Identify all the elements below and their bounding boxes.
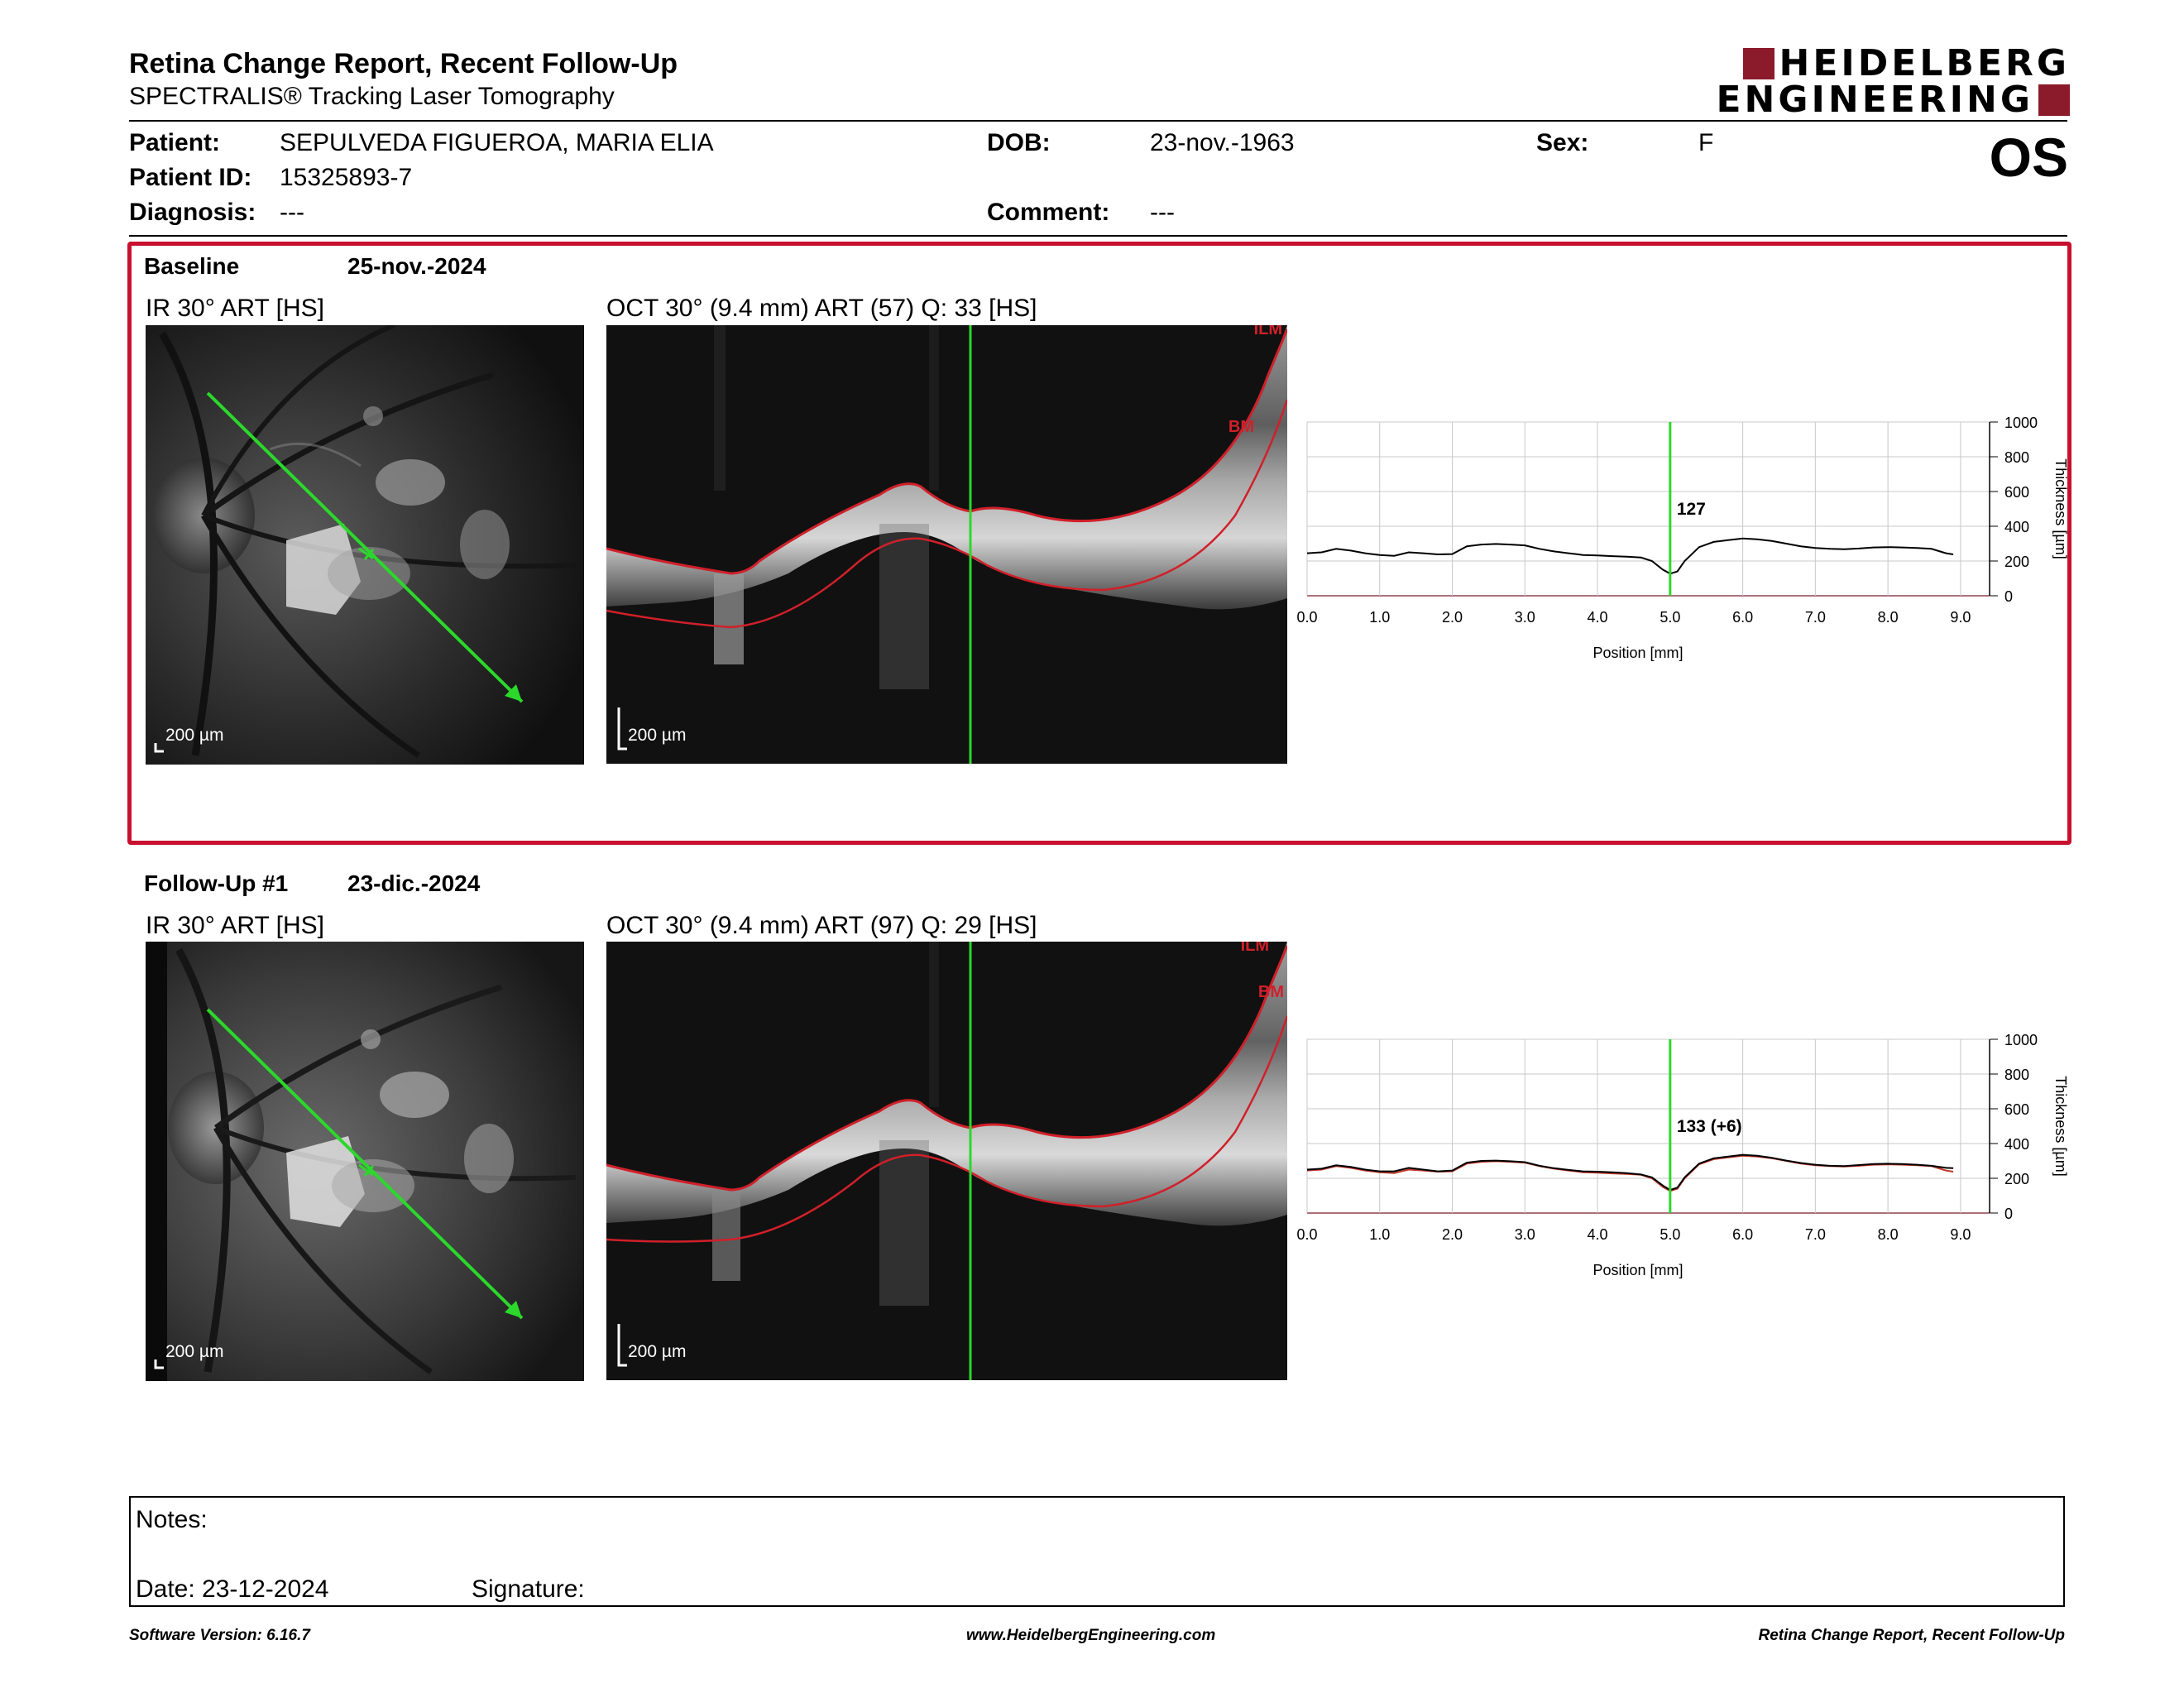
x-tick-label: 4.0 (1588, 1226, 1608, 1243)
notes-date: Date: 23-12-2024 (136, 1575, 329, 1603)
baseline-oct-image: ILM BM 200 µm (606, 325, 1287, 764)
patient-id-value: 15325893-7 (280, 164, 413, 191)
x-tick-label: 8.0 (1878, 609, 1899, 626)
y-tick-label: 0 (2004, 588, 2013, 605)
notes-label: Notes: (136, 1506, 208, 1533)
baseline-oct-svg (606, 325, 1287, 764)
followup-oct-caption: OCT 30° (9.4 mm) ART (97) Q: 29 [HS] (606, 912, 1037, 939)
logo-square-icon (1742, 48, 1774, 79)
baseline-bm-label: BM (1228, 418, 1254, 436)
x-tick-label: 7.0 (1805, 609, 1826, 626)
x-tick-label: 3.0 (1515, 1226, 1535, 1243)
y-axis-label: Thickness [µm] (2052, 458, 2068, 559)
y-tick-label: 800 (2004, 449, 2029, 466)
followup-ir-caption: IR 30° ART [HS] (146, 912, 324, 939)
footer-website[interactable]: www.HeidelbergEngineering.com (966, 1627, 1216, 1644)
y-tick-label: 0 (2004, 1206, 2013, 1222)
x-tick-label: 0.0 (1296, 1226, 1317, 1243)
notes-box (129, 1496, 2065, 1607)
eye-indicator: OS (1989, 127, 2068, 188)
signature-label: Signature: (472, 1575, 585, 1603)
comment-value: --- (1150, 199, 1175, 226)
header-divider (129, 120, 2067, 122)
x-tick-label: 7.0 (1805, 1226, 1826, 1243)
y-tick-label: 1000 (2004, 415, 2038, 431)
plot-frame (1306, 1038, 1990, 1214)
x-axis-label: Position [mm] (1592, 1262, 1683, 1278)
patient-id-label: Patient ID: (129, 164, 252, 191)
logo-line-2: ENGINEERING (1716, 79, 2070, 121)
baseline-oct-caption: OCT 30° (9.4 mm) ART (57) Q: 33 [HS] (606, 295, 1037, 322)
baseline-fundus-svg (146, 325, 584, 765)
followup-label: Follow-Up #1 (144, 870, 289, 896)
patient-label: Patient: (129, 129, 221, 156)
baseline-ir-image: 200 µm (146, 325, 584, 765)
baseline-date: 25-nov.-2024 (347, 253, 486, 279)
thickness-series-line (1306, 1153, 1954, 1192)
x-tick-label: 8.0 (1878, 1226, 1899, 1243)
x-tick-label: 2.0 (1442, 609, 1463, 626)
followup-thickness-chart: 0 200 400 600 800 1000 0.0 1.0 2.0 3.0 4.0 5.0 6.0 7.… (1296, 1032, 2068, 1278)
x-tick-label: 6.0 (1732, 1226, 1753, 1243)
followup-oct-svg (606, 942, 1287, 1380)
y-tick-label: 600 (2004, 1101, 2029, 1118)
logo-text-1: HEIDELBERG (1779, 42, 2070, 84)
patient-name: SEPULVEDA FIGUEROA, MARIA ELIA (280, 129, 714, 156)
logo-text-2: ENGINEERING (1716, 79, 2033, 121)
x-tick-label: 1.0 (1369, 1226, 1390, 1243)
diagnosis-value: --- (280, 199, 304, 226)
logo-square-icon (2038, 84, 2070, 116)
x-tick-label: 9.0 (1950, 1226, 1971, 1243)
y-tick-label: 200 (2004, 1171, 2029, 1187)
followup-ir-image: 200 µm (146, 942, 584, 1381)
thickness-series-line (1306, 537, 1954, 575)
baseline-panel-frame (127, 242, 2071, 845)
followup-oct-image: ILM BM 200 µm (606, 942, 1287, 1380)
followup-ir-scale: 200 µm (165, 1342, 224, 1361)
logo-line-1: HEIDELBERG (1742, 42, 2070, 84)
x-tick-label: 6.0 (1732, 609, 1753, 626)
footer-report-name: Retina Change Report, Recent Follow-Up (1758, 1627, 2065, 1644)
marker-value-label: 127 (1677, 500, 1706, 519)
y-axis-label: Thickness [µm] (2052, 1076, 2068, 1176)
baseline-ilm-label: ILM (1253, 325, 1282, 338)
report-subtitle: SPECTRALIS® Tracking Laser Tomography (129, 83, 615, 110)
x-tick-label: 0.0 (1296, 609, 1317, 626)
x-tick-label: 1.0 (1369, 609, 1390, 626)
followup-date: 23-dic.-2024 (347, 870, 481, 896)
x-tick-label: 3.0 (1515, 609, 1535, 626)
followup-oct-scale: 200 µm (628, 1342, 687, 1361)
baseline-ir-scale: 200 µm (165, 726, 224, 745)
x-tick-label: 2.0 (1442, 1226, 1463, 1243)
followup-ilm-label: ILM (1240, 942, 1269, 955)
plot-frame (1306, 421, 1990, 597)
marker-value-label: 133 (+6) (1677, 1117, 1742, 1136)
y-tick-label: 600 (2004, 484, 2029, 501)
report-title: Retina Change Report, Recent Follow-Up (129, 48, 678, 79)
dob-label: DOB: (987, 129, 1051, 156)
followup-bm-label: BM (1257, 983, 1284, 1001)
diagnosis-label: Diagnosis: (129, 199, 256, 226)
sex-value: F (1698, 129, 1714, 156)
info-divider (129, 235, 2067, 237)
y-tick-label: 400 (2004, 1136, 2029, 1153)
x-tick-label: 9.0 (1950, 609, 1971, 626)
followup-fundus-svg (146, 942, 584, 1381)
y-tick-label: 400 (2004, 519, 2029, 535)
baseline-ir-caption: IR 30° ART [HS] (146, 295, 324, 322)
baseline-label: Baseline (144, 253, 240, 279)
baseline-oct-scale: 200 µm (628, 726, 687, 745)
baseline-thickness-chart: 0 200 400 600 800 1000 0.0 1.0 2.0 3.0 4.0 5.0 6.0 7.… (1296, 415, 2068, 661)
x-tick-label: 4.0 (1588, 609, 1608, 626)
y-tick-label: 800 (2004, 1067, 2029, 1083)
y-tick-label: 1000 (2004, 1032, 2038, 1048)
y-tick-label: 200 (2004, 554, 2029, 570)
x-tick-label: 5.0 (1660, 1226, 1680, 1243)
dob-value: 23-nov.-1963 (1150, 129, 1295, 156)
x-tick-label: 5.0 (1660, 609, 1680, 626)
x-axis-label: Position [mm] (1592, 645, 1683, 661)
comment-label: Comment: (987, 199, 1110, 226)
footer-version: Software Version: 6.16.7 (129, 1627, 310, 1644)
sex-label: Sex: (1536, 129, 1589, 156)
